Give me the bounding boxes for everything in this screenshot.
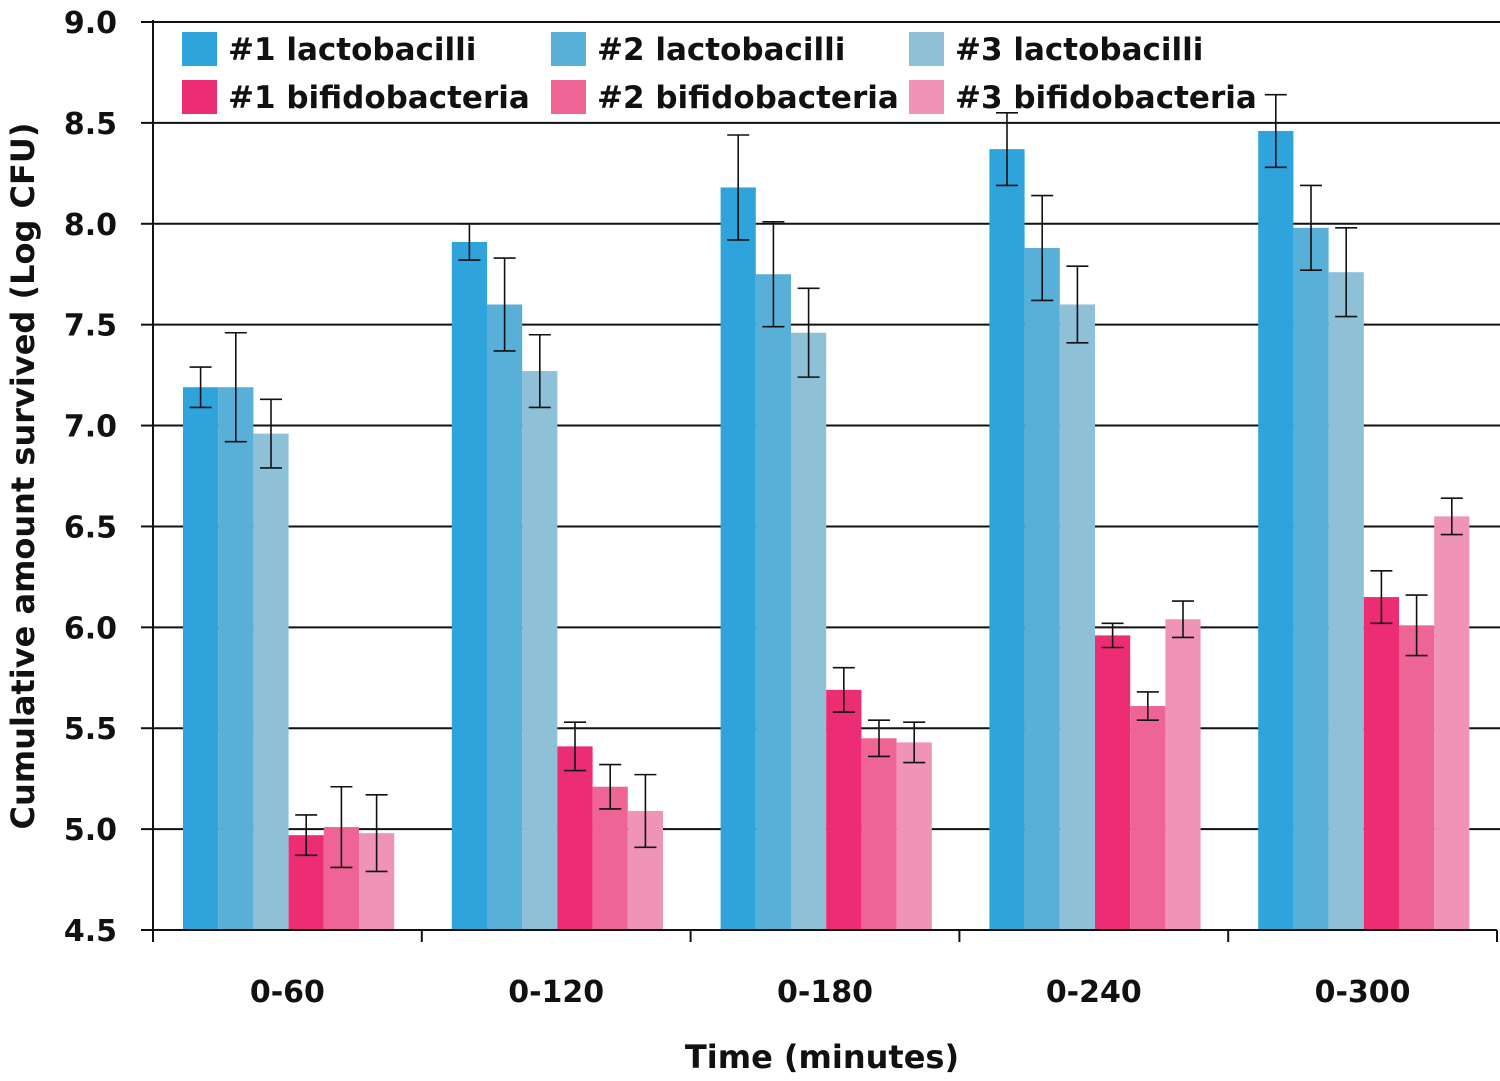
- bar: [1328, 272, 1364, 930]
- bar: [487, 304, 523, 930]
- y-tick-label: 7.5: [64, 309, 117, 344]
- bar: [451, 241, 487, 931]
- x-tick-label: 0-240: [1046, 975, 1142, 1010]
- legend-label: #1 bifidobacteria: [228, 80, 530, 116]
- legend-label: #3 lactobacilli: [955, 32, 1203, 68]
- y-tick-label: 7.0: [64, 410, 117, 445]
- legend-swatch: [909, 32, 944, 66]
- y-tick-label: 5.0: [64, 813, 117, 848]
- bar: [557, 746, 593, 930]
- legend-swatch: [182, 32, 217, 66]
- bar: [896, 742, 932, 930]
- bar: [989, 149, 1025, 930]
- bars: [183, 93, 1470, 931]
- bar: [183, 387, 219, 930]
- y-tick-label: 6.5: [64, 510, 117, 545]
- bar: [1293, 227, 1329, 930]
- legend-swatch: [909, 80, 944, 114]
- bar: [861, 738, 897, 930]
- bar: [1024, 247, 1060, 931]
- bar: [1434, 516, 1470, 930]
- y-axis-label: Cumulative amount survived (Log CFU): [4, 123, 42, 830]
- bar: [720, 187, 756, 931]
- legend: #1 lactobacilli #2 lactobacilli #3 lactoba…: [182, 32, 1257, 116]
- legend-swatch: [551, 80, 586, 114]
- axes: 4.5 5.0 5.5 6.0 6.5 7.0 7.5 8.0 8.5 9.0 0-60 0-120 0…: [64, 6, 1498, 1010]
- x-tick-label: 0-180: [777, 975, 873, 1010]
- bar: [1130, 706, 1166, 930]
- legend-label: #2 bifidobacteria: [597, 80, 899, 116]
- y-tick-label: 8.0: [64, 208, 117, 243]
- bar: [218, 387, 254, 930]
- bar: [253, 433, 289, 930]
- bar: [1399, 625, 1435, 930]
- x-axis-label: Time (minutes): [685, 1038, 959, 1076]
- bar: [755, 274, 791, 930]
- gridlines: [153, 21, 1500, 831]
- y-tick-label: 4.5: [64, 914, 117, 949]
- bar: [1258, 130, 1294, 930]
- x-tick-label: 0-300: [1315, 975, 1411, 1010]
- bar: [1059, 304, 1095, 930]
- bar: [826, 689, 862, 930]
- x-tick-label: 0-60: [250, 975, 325, 1010]
- y-tick-label: 8.5: [64, 107, 117, 142]
- legend-swatch: [551, 32, 586, 66]
- bar: [592, 786, 628, 930]
- y-tick-label: 6.0: [64, 611, 117, 646]
- bar: [522, 371, 558, 930]
- y-tick-label: 5.5: [64, 712, 117, 747]
- legend-label: #3 bifidobacteria: [955, 80, 1257, 116]
- bar: [791, 332, 827, 930]
- bar: [1095, 635, 1131, 930]
- legend-swatch: [182, 80, 217, 114]
- y-tick-label: 9.0: [64, 6, 117, 41]
- bar: [1165, 619, 1201, 930]
- bar: [1363, 597, 1399, 930]
- legend-label: #2 lactobacilli: [597, 32, 845, 68]
- legend-label: #1 lactobacilli: [228, 32, 476, 68]
- x-tick-label: 0-120: [508, 975, 604, 1010]
